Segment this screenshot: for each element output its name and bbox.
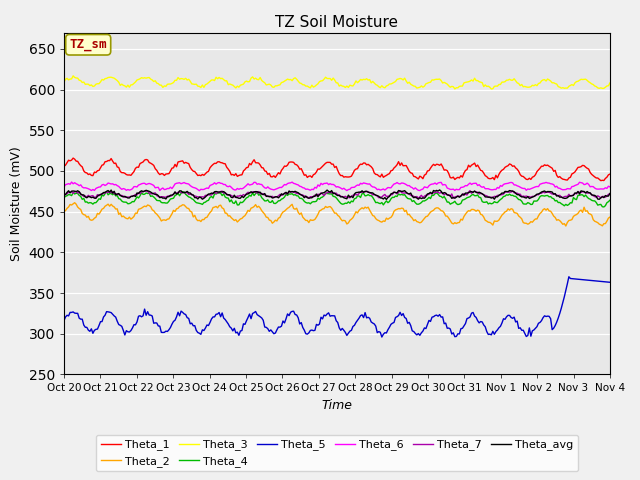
Theta_avg [241, 193, 249, 199]
Theta_2 [71, 200, 79, 205]
Line: Theta_4: Theta_4 [64, 192, 610, 207]
Theta_6 [226, 183, 234, 189]
Theta_avg [60, 192, 68, 198]
Theta_3 [300, 82, 308, 88]
Theta_2 [225, 213, 232, 219]
Theta_avg [299, 193, 307, 199]
Theta_3 [69, 73, 77, 79]
Line: Theta_3: Theta_3 [64, 76, 610, 89]
Theta_4 [606, 197, 614, 203]
Line: Theta_avg: Theta_avg [64, 190, 610, 200]
Theta_avg [579, 189, 586, 194]
Theta_5 [223, 319, 230, 324]
Theta_4 [129, 199, 136, 204]
Theta_6 [253, 181, 261, 187]
Theta_2 [252, 202, 259, 207]
Line: Theta_2: Theta_2 [64, 203, 610, 226]
Theta_1 [577, 164, 585, 169]
Theta_6 [244, 181, 252, 187]
Theta_6 [195, 188, 203, 193]
Theta_5 [60, 318, 68, 324]
Theta_avg [127, 193, 135, 199]
Title: TZ Soil Moisture: TZ Soil Moisture [275, 15, 399, 30]
Theta_7 [415, 195, 422, 201]
Theta_avg [250, 189, 258, 195]
Theta_avg [383, 197, 390, 203]
Theta_5 [250, 310, 258, 315]
Theta_3 [243, 78, 250, 84]
Theta_2 [60, 208, 68, 214]
Theta_1 [69, 155, 77, 161]
Theta_5 [565, 274, 573, 280]
Theta_4 [600, 204, 608, 210]
Theta_3 [252, 75, 259, 81]
Y-axis label: Soil Moisture (mV): Soil Moisture (mV) [10, 146, 23, 261]
Theta_7 [466, 188, 474, 193]
Theta_3 [579, 77, 586, 83]
Legend: Theta_1, Theta_2, Theta_3, Theta_4, Theta_5, Theta_6, Theta_7, Theta_avg: Theta_1, Theta_2, Theta_3, Theta_4, Thet… [96, 435, 578, 471]
Theta_1 [60, 164, 68, 169]
Theta_1 [597, 178, 605, 183]
Theta_2 [300, 216, 308, 222]
Theta_3 [60, 79, 68, 85]
Theta_6 [68, 179, 76, 185]
Theta_avg [606, 191, 614, 196]
Theta_4 [103, 189, 111, 194]
Theta_3 [488, 86, 495, 92]
Theta_avg [436, 187, 444, 193]
Theta_4 [300, 198, 308, 204]
Theta_2 [579, 209, 586, 215]
Theta_1 [606, 171, 614, 177]
Theta_5 [299, 324, 307, 330]
Theta_5 [241, 322, 249, 327]
Theta_1 [225, 166, 232, 172]
Theta_4 [577, 192, 585, 198]
Theta_5 [127, 328, 135, 334]
Theta_1 [129, 170, 136, 176]
Theta_1 [243, 165, 250, 170]
Theta_7 [223, 191, 230, 197]
Theta_2 [562, 223, 570, 229]
Theta_2 [129, 215, 136, 221]
Theta_5 [378, 334, 386, 340]
Theta_3 [606, 80, 614, 86]
Theta_1 [300, 172, 308, 178]
Theta_7 [579, 189, 586, 194]
Theta_5 [579, 277, 586, 283]
Theta_1 [252, 160, 259, 166]
Theta_3 [129, 82, 136, 88]
Theta_2 [243, 210, 250, 216]
Theta_5 [606, 279, 614, 285]
Theta_3 [225, 82, 232, 87]
Theta_7 [250, 189, 258, 195]
Theta_7 [299, 192, 307, 198]
Line: Theta_5: Theta_5 [64, 277, 610, 337]
Theta_7 [127, 193, 135, 199]
Theta_7 [606, 191, 614, 197]
Theta_4 [252, 191, 259, 196]
Line: Theta_6: Theta_6 [64, 182, 610, 191]
Theta_6 [579, 180, 586, 186]
Theta_6 [302, 186, 310, 192]
Theta_4 [243, 195, 250, 201]
X-axis label: Time: Time [321, 399, 353, 412]
Line: Theta_1: Theta_1 [64, 158, 610, 180]
Theta_6 [60, 184, 68, 190]
Line: Theta_7: Theta_7 [64, 191, 610, 198]
Theta_avg [223, 192, 230, 198]
Text: TZ_sm: TZ_sm [70, 38, 107, 51]
Theta_6 [129, 186, 136, 192]
Theta_6 [606, 184, 614, 190]
Theta_2 [606, 214, 614, 220]
Theta_4 [225, 195, 232, 201]
Theta_7 [241, 192, 249, 198]
Theta_4 [60, 195, 68, 201]
Theta_7 [60, 192, 68, 198]
